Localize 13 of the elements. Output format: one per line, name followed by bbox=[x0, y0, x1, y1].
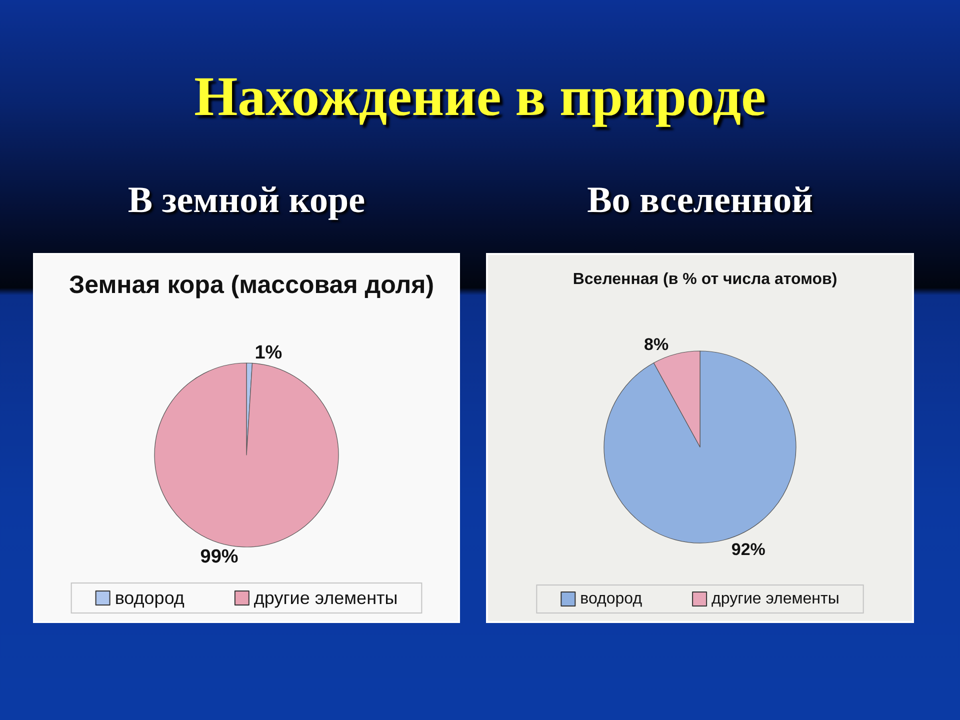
text: Нахождение в природе bbox=[194, 65, 766, 130]
legend-label: другие элементы bbox=[254, 588, 398, 608]
data-label: 8% bbox=[644, 334, 669, 354]
chart-title: Земная кора (массовая доля) bbox=[68, 271, 434, 299]
legend-label: водород bbox=[580, 590, 643, 608]
data-label: 1% bbox=[254, 342, 282, 364]
data-label: 92% bbox=[731, 540, 766, 560]
legend-label: другие элементы bbox=[712, 590, 840, 608]
legend-label: водород bbox=[114, 588, 185, 608]
chart-subtitle: Во вселенной bbox=[586, 179, 814, 223]
chart-subtitle: В земной коре bbox=[126, 179, 366, 223]
chart-title: Вселенная (в % от числа атомов) bbox=[572, 271, 838, 288]
data-label: 99% bbox=[200, 546, 238, 568]
